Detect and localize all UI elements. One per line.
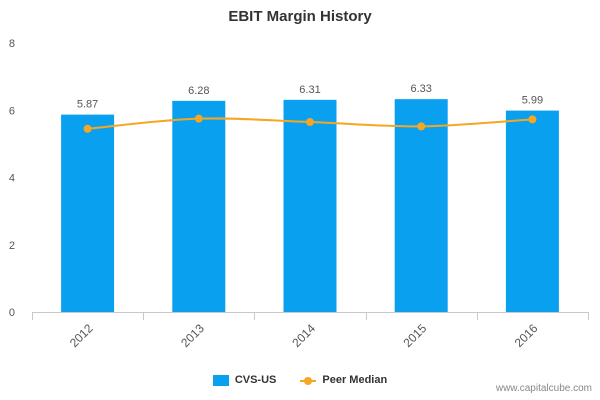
legend-item-peer-median[interactable]: Peer Median bbox=[300, 374, 387, 386]
source-credit: www.capitalcube.com bbox=[495, 383, 592, 394]
y-tick-label: 0 bbox=[9, 307, 15, 319]
bar bbox=[505, 110, 559, 313]
x-tick-label: 2013 bbox=[178, 321, 207, 350]
bar bbox=[394, 99, 448, 312]
chart-legend: CVS-US Peer Median bbox=[0, 374, 600, 386]
peer-median-point bbox=[83, 124, 92, 133]
x-tick-label: 2012 bbox=[67, 321, 96, 350]
bar bbox=[61, 114, 115, 312]
bar bbox=[172, 100, 226, 313]
x-tick-label: 2014 bbox=[289, 321, 318, 350]
y-tick-label: 4 bbox=[9, 173, 15, 185]
bar-data-label: 6.33 bbox=[410, 83, 431, 95]
legend-label-peer-median: Peer Median bbox=[322, 374, 388, 386]
legend-item-cvs[interactable]: CVS-US bbox=[212, 374, 277, 386]
legend-swatch-line bbox=[300, 375, 317, 386]
peer-median-point bbox=[306, 118, 314, 127]
bar bbox=[283, 99, 337, 312]
chart-title: EBIT Margin History bbox=[228, 8, 372, 25]
bar-data-label: 6.28 bbox=[188, 85, 209, 97]
y-tick-label: 8 bbox=[9, 38, 15, 50]
legend-label-cvs: CVS-US bbox=[234, 374, 277, 386]
bar-data-label: 5.99 bbox=[522, 95, 543, 107]
peer-median-point bbox=[528, 115, 537, 124]
y-tick-label: 2 bbox=[9, 240, 15, 252]
peer-median-point bbox=[417, 122, 426, 131]
legend-swatch-bar bbox=[212, 374, 229, 386]
x-tick-label: 2015 bbox=[401, 321, 430, 350]
bar-data-label: 6.31 bbox=[299, 84, 320, 96]
peer-median-point bbox=[194, 114, 203, 123]
x-tick-label: 2016 bbox=[512, 321, 541, 350]
bar-data-label: 5.87 bbox=[77, 99, 98, 111]
y-tick-label: 6 bbox=[9, 105, 15, 117]
